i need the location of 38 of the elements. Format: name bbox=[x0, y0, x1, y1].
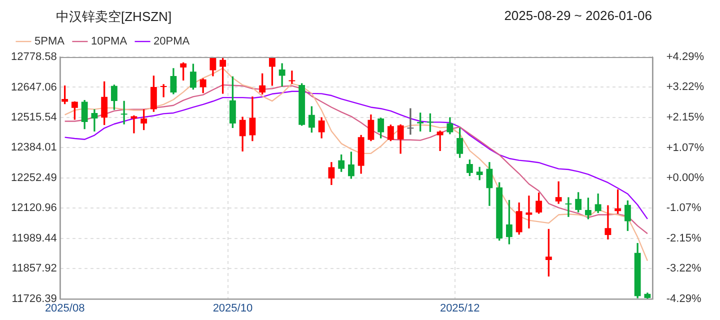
y2-tick-label: -3.22% bbox=[666, 262, 702, 275]
y-tick-label: 12647.06 bbox=[10, 81, 57, 94]
y-tick-label: 12252.49 bbox=[10, 172, 57, 184]
y-tick-label: 12515.54 bbox=[10, 111, 57, 124]
candlestick bbox=[130, 115, 138, 134]
candlestick bbox=[120, 100, 128, 124]
candlestick bbox=[565, 197, 572, 217]
candlestick bbox=[436, 130, 444, 151]
y-tick-label: 12384.01 bbox=[10, 142, 57, 154]
candlestick bbox=[288, 70, 296, 84]
x-tick-label: 2025/08 bbox=[44, 302, 85, 314]
y2-tick-label: -2.15% bbox=[666, 232, 702, 245]
y-tick-label: 11857.92 bbox=[12, 262, 57, 275]
y-tick-label: 11726.39 bbox=[12, 292, 57, 305]
candlestick bbox=[604, 205, 612, 240]
y2-tick-label: +3.22% bbox=[666, 81, 704, 94]
legend-label: 20PMA bbox=[154, 36, 190, 48]
y2-tick-label: +0.00% bbox=[666, 172, 704, 184]
candlestick bbox=[160, 84, 167, 98]
candlestick bbox=[555, 181, 562, 204]
candlestick bbox=[91, 109, 98, 132]
x-tick-label: 2025/10 bbox=[212, 302, 253, 314]
y-tick-label: 11989.44 bbox=[12, 232, 57, 244]
candlestick bbox=[526, 196, 532, 228]
y-tick-label: 12778.58 bbox=[10, 51, 57, 64]
candlestick bbox=[407, 108, 414, 135]
y2-tick-label: +2.15% bbox=[666, 111, 704, 124]
y2-tick-label: -4.29% bbox=[666, 292, 702, 305]
y2-tick-label: +1.07% bbox=[666, 142, 704, 154]
x-tick-label: 2025/12 bbox=[440, 302, 480, 314]
y-tick-label: 12120.96 bbox=[10, 202, 57, 214]
y2-tick-label: +4.29% bbox=[666, 51, 704, 64]
legend-label: 10PMA bbox=[90, 36, 128, 48]
candlestick bbox=[278, 63, 286, 87]
chart-title: 中汉锌卖空[ZHSZN] bbox=[56, 8, 172, 26]
y2-tick-label: -1.07% bbox=[666, 202, 702, 214]
legend-label: 5PMA bbox=[34, 36, 66, 48]
text: 2025-08-29 ~ 2026-01-06 bbox=[504, 8, 652, 25]
